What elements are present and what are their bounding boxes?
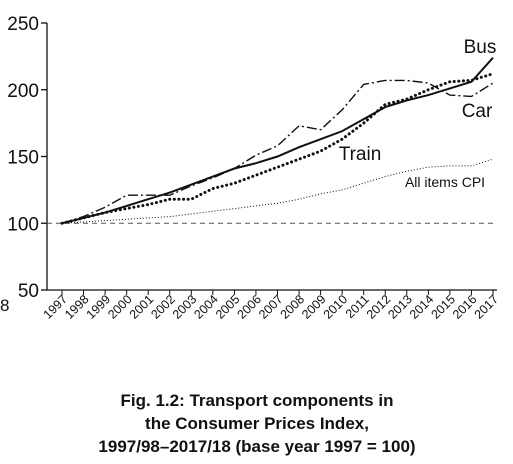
series-line [60,72,495,225]
y-tick-label: 200 [7,81,39,102]
series-label: All items CPI [405,174,485,190]
series-label: Bus [464,37,497,58]
series-line [61,158,494,224]
caption: the Consumer Prices Index, [145,414,369,433]
x-tick-label: 2017 [472,292,502,322]
y-tick-label: 100 [7,214,39,235]
y-tick-label: 250 [7,14,39,35]
series-line [61,79,494,224]
edge-text: 8 [0,296,9,315]
y-tick-label: 50 [18,281,39,302]
series-line [61,57,494,225]
caption: 1997/98–2017/18 (base year 1997 = 100) [98,437,415,456]
series-label: Car [462,101,493,122]
caption: Fig. 1.2: Transport components in [121,391,394,410]
y-tick-label: 150 [7,148,39,169]
series-label: Train [339,144,382,165]
